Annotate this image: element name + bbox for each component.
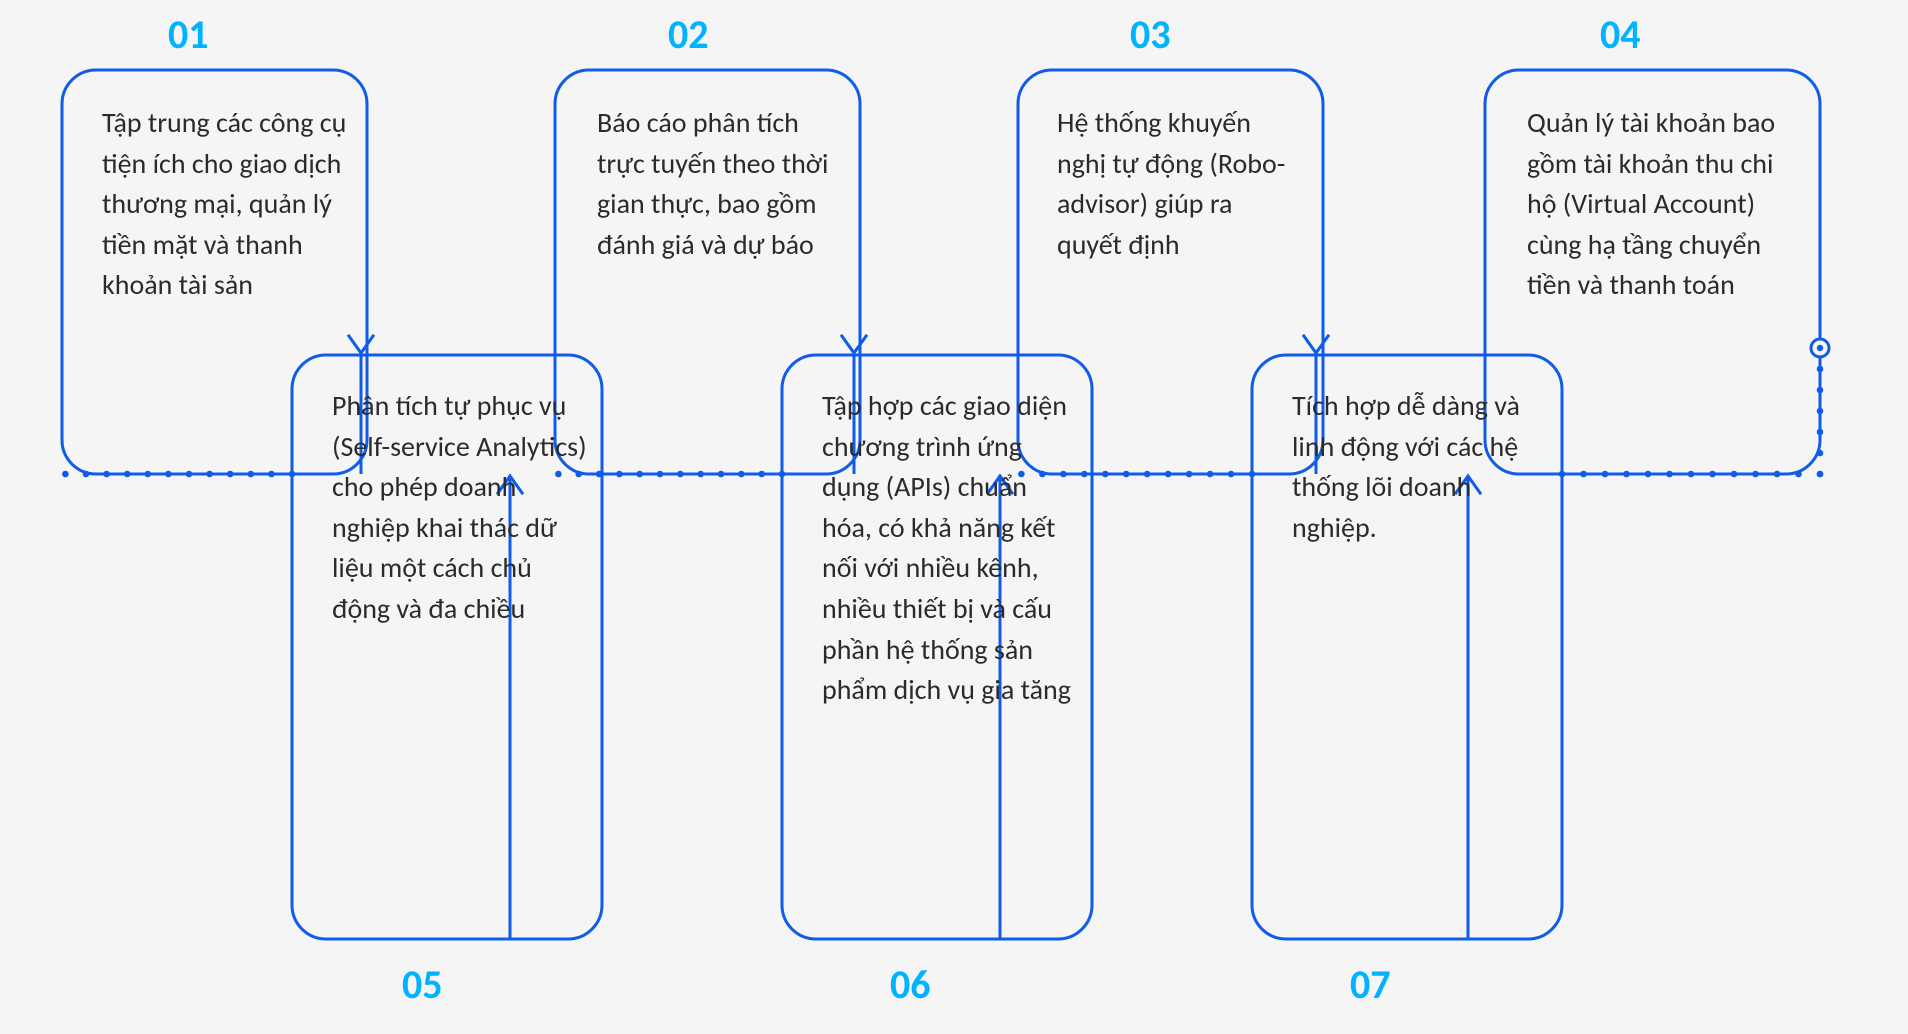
step-box-b06: Tập hợp các giao diện chương trình ứng d… [790, 358, 1105, 938]
step-number-06: 06 [890, 960, 931, 1009]
step-number-07: 07 [1350, 960, 1391, 1009]
step-number-03: 03 [1130, 10, 1171, 59]
step-box-b05: Phân tích tự phục vụ (Self-service Analy… [300, 358, 615, 938]
step-number-02: 02 [668, 10, 709, 59]
step-number-04: 04 [1600, 10, 1641, 59]
step-number-05: 05 [402, 960, 443, 1009]
step-number-01: 01 [168, 10, 209, 59]
step-box-b07: Tích hợp dễ dàng và linh động với các hệ… [1260, 358, 1575, 938]
